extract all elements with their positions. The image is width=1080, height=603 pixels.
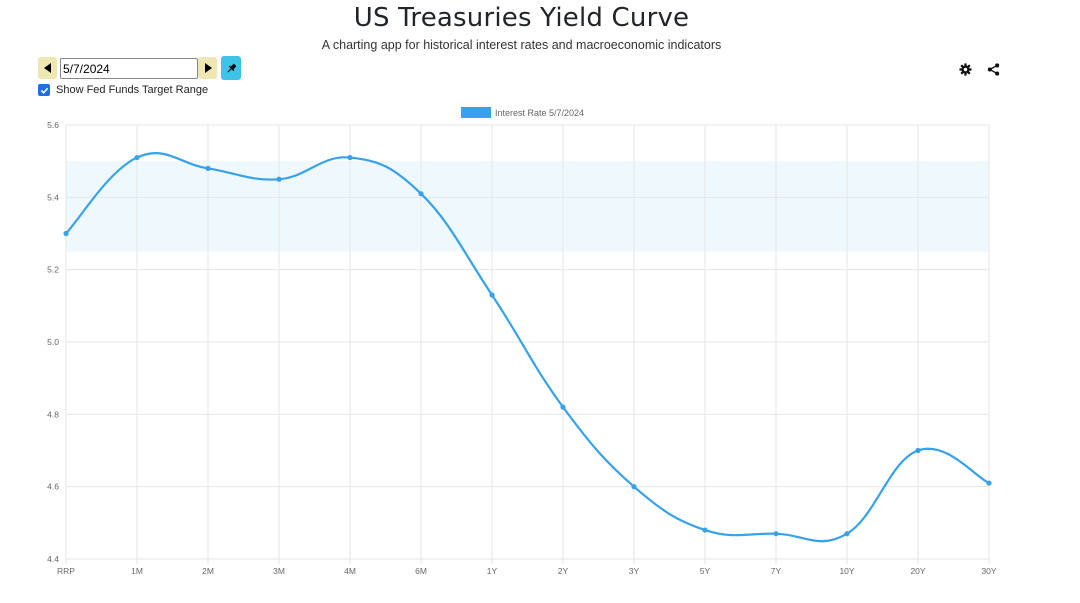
y-tick-label: 4.6 bbox=[47, 482, 59, 492]
x-tick-label: 10Y bbox=[839, 566, 854, 576]
y-tick-label: 5.2 bbox=[47, 265, 59, 275]
x-tick-label: 20Y bbox=[910, 566, 925, 576]
previous-date-button[interactable] bbox=[38, 57, 57, 79]
check-icon bbox=[40, 87, 48, 94]
x-tick-label: 6M bbox=[415, 566, 427, 576]
share-icon bbox=[987, 62, 999, 76]
legend-swatch bbox=[461, 107, 491, 118]
date-input[interactable] bbox=[60, 58, 198, 79]
data-point bbox=[134, 154, 140, 161]
y-tick-label: 4.8 bbox=[47, 409, 59, 419]
fed-funds-label[interactable]: Show Fed Funds Target Range bbox=[56, 84, 209, 96]
x-tick-label: 2M bbox=[202, 566, 214, 576]
y-tick-label: 5.6 bbox=[47, 120, 59, 130]
x-tick-label: 4M bbox=[344, 566, 356, 576]
data-point bbox=[773, 531, 779, 537]
data-point bbox=[418, 191, 424, 197]
pin-button[interactable] bbox=[221, 56, 241, 80]
legend-label: Interest Rate 5/7/2024 bbox=[495, 107, 585, 118]
share-button[interactable] bbox=[986, 62, 1000, 76]
x-tick-label: 3M bbox=[273, 566, 285, 576]
page-title: US Treasuries Yield Curve bbox=[353, 3, 690, 33]
data-point bbox=[276, 176, 282, 182]
data-point bbox=[844, 531, 850, 537]
fed-funds-band bbox=[66, 161, 989, 252]
page-subtitle: A charting app for historical interest r… bbox=[321, 38, 722, 52]
x-tick-label: RRP bbox=[57, 566, 75, 576]
data-point bbox=[205, 165, 211, 171]
x-tick-label: 3Y bbox=[629, 566, 640, 576]
x-tick-label: 30Y bbox=[981, 566, 996, 576]
settings-button[interactable] bbox=[958, 62, 972, 76]
data-point bbox=[631, 484, 637, 490]
x-tick-label: 7Y bbox=[771, 566, 782, 576]
data-point bbox=[489, 292, 495, 298]
caret-left-icon bbox=[43, 63, 51, 73]
caret-right-icon bbox=[204, 63, 212, 73]
fed-funds-checkbox[interactable] bbox=[38, 84, 50, 96]
chart-legend[interactable]: Interest Rate 5/7/2024 bbox=[461, 107, 584, 118]
x-tick-label: 2Y bbox=[558, 566, 569, 576]
y-tick-label: 4.4 bbox=[47, 554, 59, 564]
data-point bbox=[702, 527, 708, 533]
data-point bbox=[63, 230, 69, 237]
y-tick-label: 5.0 bbox=[47, 337, 59, 347]
x-tick-label: 1Y bbox=[487, 566, 498, 576]
gear-icon bbox=[958, 62, 972, 76]
data-point bbox=[986, 480, 992, 486]
x-tick-label: 5Y bbox=[700, 566, 711, 576]
data-point bbox=[347, 154, 353, 161]
next-date-button[interactable] bbox=[198, 57, 217, 79]
data-point bbox=[560, 404, 566, 410]
x-tick-label: 1M bbox=[131, 566, 143, 576]
y-tick-label: 5.4 bbox=[47, 192, 59, 202]
data-point bbox=[915, 447, 921, 454]
pin-icon bbox=[226, 63, 236, 73]
